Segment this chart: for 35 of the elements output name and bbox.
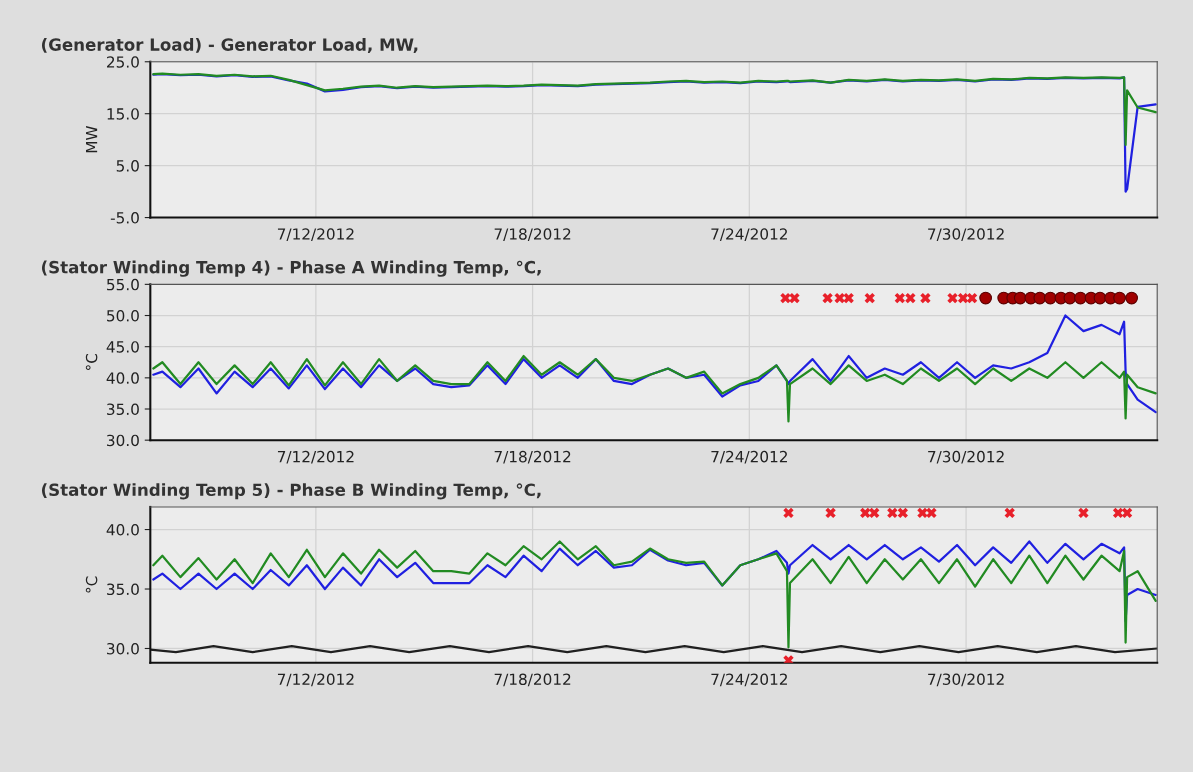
y-tick-label: 35.0 [107, 583, 139, 596]
y-axis-title: MW [86, 126, 98, 153]
y-tick-label: 5.0 [116, 160, 139, 172]
y-tick-label: 30.0 [107, 642, 139, 655]
line-series [152, 72, 1157, 146]
line-series [152, 540, 1157, 649]
line-series [152, 354, 1157, 423]
x-tick-label: 7/24/2012 [711, 673, 787, 687]
chart-title: (Generator Load) - Generator Load, MW, [42, 37, 418, 54]
x-tick-label: 7/30/2012 [928, 228, 1004, 242]
x-tick-label: 7/30/2012 [928, 673, 1004, 687]
x-tick-label: 7/18/2012 [494, 228, 571, 242]
y-tick-label: 35.0 [107, 403, 139, 416]
x-tick-label: 7/24/2012 [711, 450, 787, 464]
y-tick-label: -5.0 [110, 212, 139, 224]
y-tick-label: 50.0 [107, 309, 139, 322]
y-axis-title: °C [85, 576, 98, 593]
y-tick-label: 45.0 [106, 341, 139, 353]
y-axis-title: °C [85, 353, 98, 370]
x-tick-label: 7/18/2012 [494, 450, 571, 464]
line-series [152, 314, 1157, 414]
x-tick-label: 7/24/2012 [711, 228, 787, 242]
y-tick-label: 40.0 [106, 524, 139, 536]
x-tick-label: 7/12/2012 [277, 673, 354, 687]
chart-title: (Stator Winding Temp 4) - Phase A Winding Temp, °C, [42, 260, 541, 277]
x-tick-label: 7/12/2012 [277, 228, 354, 242]
x-tick-label: 7/12/2012 [277, 450, 354, 464]
x-tick-label: 7/18/2012 [494, 673, 571, 687]
y-tick-label: 15.0 [107, 108, 139, 120]
y-tick-label: 30.0 [107, 434, 139, 447]
x-tick-label: 7/30/2012 [928, 450, 1004, 464]
chart-title: (Stator Winding Temp 5) - Phase B Winding Temp, °C, [42, 483, 541, 500]
y-tick-label: 40.0 [106, 372, 139, 384]
y-tick-label: 55.0 [107, 278, 139, 291]
y-tick-label: 25.0 [107, 56, 139, 68]
